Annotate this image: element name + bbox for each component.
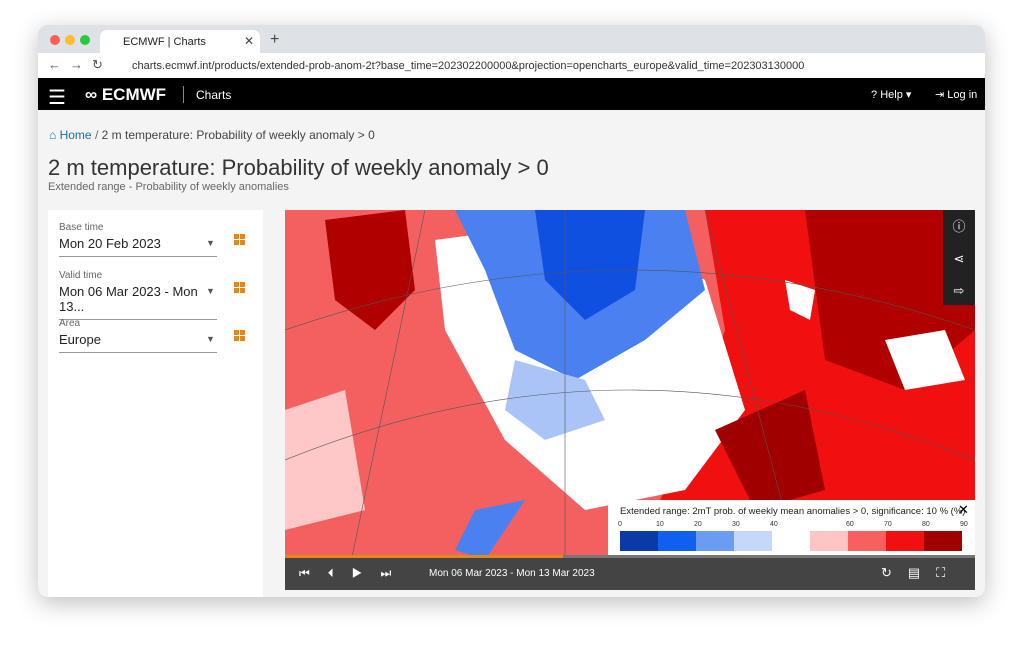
page-title: 2 m temperature: Probability of weekly a… (48, 155, 549, 180)
login-text: Log in (947, 89, 978, 101)
help-text: Help (880, 89, 903, 101)
tab[interactable] (100, 30, 260, 53)
legend-swatch (620, 531, 658, 551)
player-controls[interactable]: ⏮⏴▶⏭ (299, 566, 410, 580)
legend-swatch (734, 531, 772, 551)
legend-label: 30 (732, 521, 740, 528)
menu-icon[interactable]: ☰ (48, 87, 66, 109)
player: ⏮⏴▶⏭ Mon 06 Mar 2023 - Mon 13 Mar 2023 ↻… (285, 555, 975, 590)
grid-icon[interactable] (234, 282, 245, 293)
progress (285, 555, 563, 558)
legend-swatch (658, 531, 696, 551)
svg-text:⋖: ⋖ (954, 251, 965, 266)
field-select[interactable]: Europe (59, 332, 217, 353)
field-select[interactable]: Mon 06 Mar 2023 - Mon 13... (59, 284, 217, 320)
dropdown-arrow[interactable]: ▼ (206, 286, 215, 296)
grid-icon[interactable] (234, 234, 245, 245)
dropdown-arrow[interactable]: ▼ (206, 334, 215, 344)
dropdown-arrow[interactable]: ▼ (206, 238, 215, 248)
new-tab[interactable]: + (270, 31, 280, 48)
legend-label: 80 (922, 521, 930, 528)
top-nav (38, 78, 985, 110)
logo-text: ECMWF (101, 85, 167, 104)
player-tools[interactable]: ↻▤⛶ (881, 565, 962, 580)
legend-swatch (848, 531, 886, 551)
field-label: Base time (59, 222, 104, 233)
legend-label: 40 (770, 521, 778, 528)
legend: Extended range: 2mT prob. of weekly mean… (608, 500, 975, 555)
divider (183, 86, 184, 103)
field-select[interactable]: Mon 20 Feb 2023 (59, 236, 217, 257)
login[interactable]: ⇥ Log in (935, 89, 978, 101)
tab-close[interactable]: ✕ (244, 34, 255, 48)
sidebar: Base time Mon 20 Feb 2023 ▼ Valid time Mon 0… (48, 210, 263, 597)
legend-swatch (924, 531, 962, 551)
legend-label: 0 (618, 521, 622, 528)
address-bar (38, 53, 985, 79)
legend-swatch (696, 531, 734, 551)
page-subtitle: Extended range - Probability of weekly a… (48, 181, 289, 193)
max-dot[interactable] (80, 35, 90, 45)
tab-title: ECMWF | Charts (123, 36, 206, 48)
home-link[interactable]: Home (59, 128, 92, 142)
breadcrumb-current: 2 m temperature: Probability of weekly a… (101, 128, 375, 142)
logo[interactable]: ∞ ECMWF (85, 85, 167, 104)
url[interactable]: charts.ecmwf.int/products/extended-prob-… (132, 60, 805, 72)
field-label: Valid time (59, 270, 103, 281)
field-label: Area (59, 318, 81, 329)
close-dot[interactable] (50, 35, 60, 45)
breadcrumb: ⌂ Home / 2 m temperature: Probability of… (49, 128, 375, 142)
legend-label: 20 (694, 521, 702, 528)
nav-buttons[interactable]: ←→↻ (48, 57, 112, 72)
section[interactable]: Charts (196, 88, 232, 102)
grid-icon[interactable] (234, 330, 245, 341)
svg-text:⇨: ⇨ (954, 283, 965, 298)
legend-label: 60 (846, 521, 854, 528)
legend-close[interactable]: ✕ (958, 502, 969, 517)
legend-title: Extended range: 2mT prob. of weekly mean… (620, 506, 966, 517)
svg-text:ⓘ: ⓘ (952, 219, 965, 234)
min-dot[interactable] (65, 35, 75, 45)
legend-label: 70 (884, 521, 892, 528)
player-date: Mon 06 Mar 2023 - Mon 13 Mar 2023 (429, 568, 595, 579)
legend-label: 90 (960, 521, 968, 528)
browser-window: ECMWF | Charts ✕ + ←→↻ charts.ecmwf.int/… (38, 25, 985, 597)
legend-swatch (886, 531, 924, 551)
legend-label: 10 (656, 521, 664, 528)
legend-swatch (810, 531, 848, 551)
help[interactable]: ? Help ▾ (871, 89, 912, 101)
